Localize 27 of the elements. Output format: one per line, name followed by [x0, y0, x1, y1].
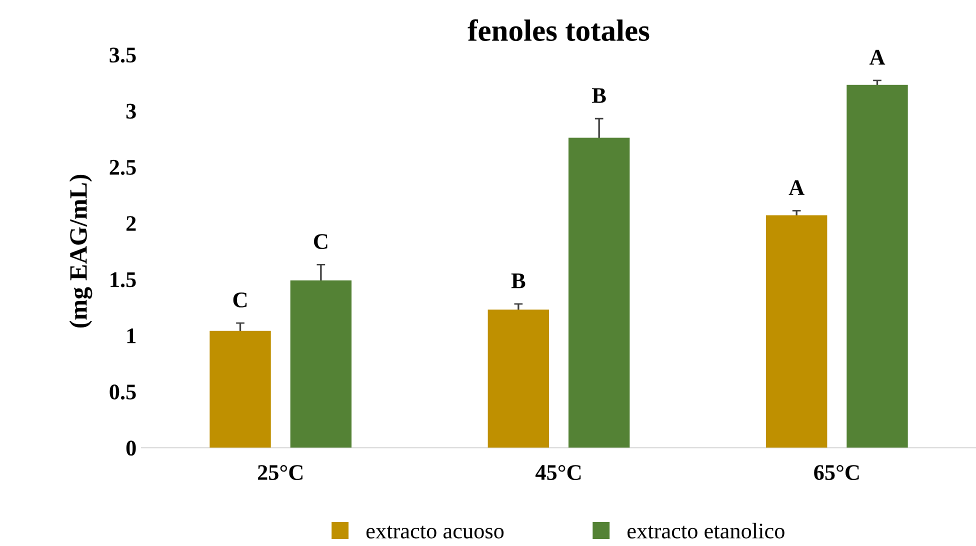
x-tick-label: 65°C: [814, 465, 859, 480]
data-label: B: [511, 274, 526, 288]
data-label: A: [869, 50, 886, 65]
bar: [290, 280, 352, 448]
bar: [488, 310, 550, 448]
y-tick-label: 2: [126, 216, 136, 231]
y-tick-label: 1.5: [110, 272, 136, 288]
y-tick-label: 3.5: [110, 48, 136, 63]
y-tick-label: 2.5: [110, 160, 136, 175]
data-label: C: [314, 234, 328, 250]
y-tick-label: 1: [127, 328, 136, 344]
legend-label: extracto etanolico: [628, 522, 784, 539]
x-tick-label: 25°C: [258, 465, 302, 480]
bar: [846, 84, 908, 448]
x-tick-label: 45°C: [535, 465, 581, 480]
legend-label: extracto acuoso: [366, 526, 504, 539]
bar: [766, 215, 828, 448]
y-tick-label: 3: [126, 104, 136, 119]
y-axis-title: (mg EAG/mL): [69, 174, 92, 328]
bar: [210, 330, 271, 448]
chart-title: fenoles totales: [468, 19, 650, 42]
bar: [568, 138, 630, 448]
data-label: A: [788, 180, 804, 195]
y-tick-label: 0: [126, 440, 136, 456]
data-label: C: [233, 292, 247, 308]
y-tick-label: 0.5: [110, 384, 136, 400]
data-label: B: [592, 88, 606, 103]
